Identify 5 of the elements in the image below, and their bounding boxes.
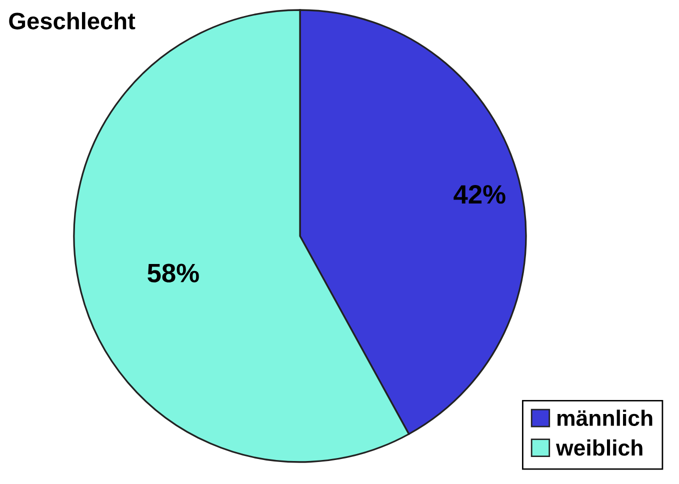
legend-label: männlich bbox=[557, 410, 652, 426]
data-label: 58% bbox=[148, 264, 199, 282]
legend-label: weiblich bbox=[556, 439, 642, 456]
chart-title: Geschlecht bbox=[9, 12, 136, 30]
data-label: 42% bbox=[454, 185, 506, 204]
